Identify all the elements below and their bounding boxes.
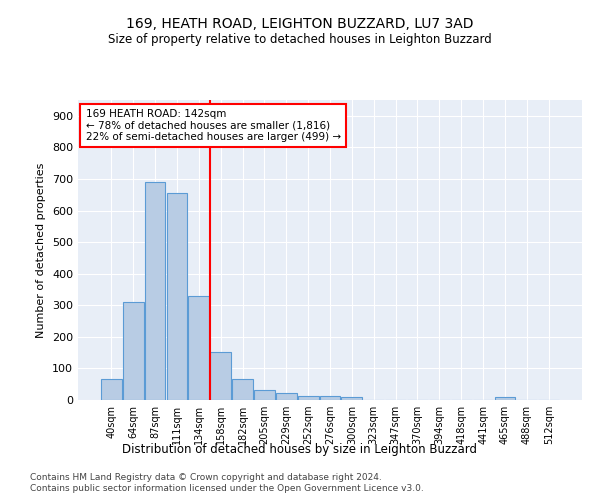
Bar: [210, 352, 231, 400]
Bar: [276, 393, 296, 400]
Bar: [298, 396, 319, 400]
Bar: [494, 397, 515, 400]
Bar: [167, 193, 187, 400]
Bar: [320, 396, 340, 400]
Text: Contains HM Land Registry data © Crown copyright and database right 2024.: Contains HM Land Registry data © Crown c…: [30, 472, 382, 482]
Text: 169, HEATH ROAD, LEIGHTON BUZZARD, LU7 3AD: 169, HEATH ROAD, LEIGHTON BUZZARD, LU7 3…: [126, 18, 474, 32]
Bar: [188, 296, 209, 400]
Y-axis label: Number of detached properties: Number of detached properties: [37, 162, 46, 338]
Text: 169 HEATH ROAD: 142sqm
← 78% of detached houses are smaller (1,816)
22% of semi-: 169 HEATH ROAD: 142sqm ← 78% of detached…: [86, 109, 341, 142]
Text: Contains public sector information licensed under the Open Government Licence v3: Contains public sector information licen…: [30, 484, 424, 493]
Text: Distribution of detached houses by size in Leighton Buzzard: Distribution of detached houses by size …: [122, 442, 478, 456]
Bar: [341, 398, 362, 400]
Bar: [254, 390, 275, 400]
Bar: [101, 380, 122, 400]
Bar: [123, 302, 143, 400]
Bar: [145, 182, 166, 400]
Bar: [232, 378, 253, 400]
Text: Size of property relative to detached houses in Leighton Buzzard: Size of property relative to detached ho…: [108, 32, 492, 46]
